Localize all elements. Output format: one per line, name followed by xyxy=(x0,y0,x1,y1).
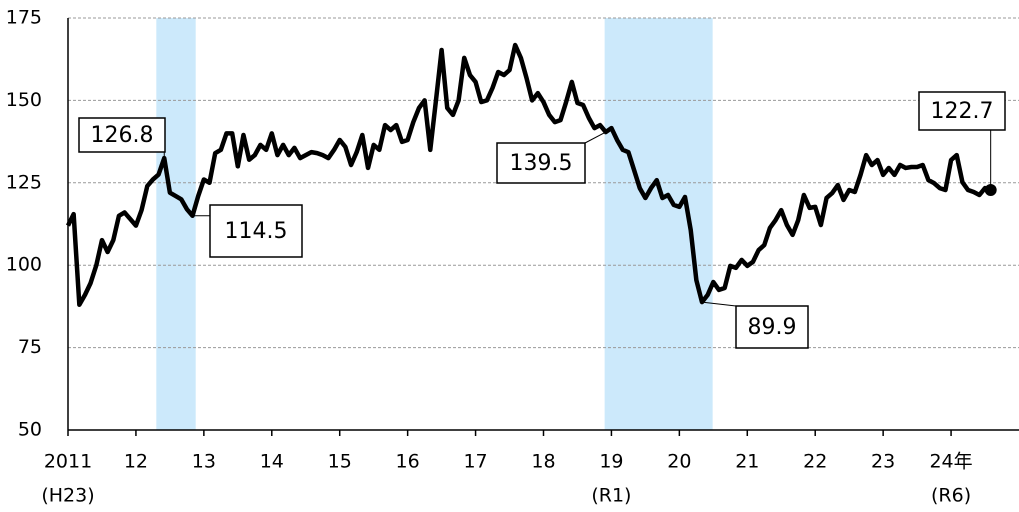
x-tick-label: 15 xyxy=(328,451,352,473)
x-tick-label: 24年 xyxy=(929,451,972,473)
x-sublabel: (H23) xyxy=(41,485,94,507)
annotation: 122.7 xyxy=(918,91,1006,191)
annotation: 114.5 xyxy=(192,204,303,258)
y-tick-label: 75 xyxy=(18,336,42,358)
annotation-box xyxy=(78,117,166,153)
annotation-label: 139.5 xyxy=(510,151,573,176)
annotation-leader xyxy=(701,301,737,307)
x-tick-label: 18 xyxy=(531,451,555,473)
x-tick-label: 21 xyxy=(735,451,759,473)
x-tick-label: 12 xyxy=(124,451,148,473)
x-tick-label: 2011 xyxy=(44,451,92,473)
annotation: 89.9 xyxy=(701,301,809,349)
annotation-box xyxy=(209,204,303,258)
annotation: 139.5 xyxy=(496,131,607,184)
y-tick-label: 100 xyxy=(6,254,42,276)
x-tick-label: 19 xyxy=(599,451,623,473)
x-tick-label: 20 xyxy=(667,451,691,473)
annotation-label: 126.8 xyxy=(91,123,154,148)
shaded-period xyxy=(604,18,713,430)
shaded-period xyxy=(156,18,196,430)
annotation-box xyxy=(735,305,809,349)
x-tick-label: 14 xyxy=(260,451,284,473)
annotation-label: 114.5 xyxy=(225,219,288,244)
x-tick-label: 17 xyxy=(463,451,487,473)
x-tick-label: 23 xyxy=(871,451,895,473)
annotation-leader xyxy=(584,131,607,144)
y-tick-label: 175 xyxy=(6,7,42,29)
x-sublabel: (R1) xyxy=(591,485,631,507)
annotation-label: 122.7 xyxy=(931,99,994,124)
x-tick-label: 22 xyxy=(803,451,827,473)
x-sublabel: (R6) xyxy=(931,485,971,507)
annotation: 126.8 xyxy=(78,117,166,159)
x-tick-label: 16 xyxy=(396,451,420,473)
x-tick-label: 13 xyxy=(192,451,216,473)
annotation-box xyxy=(496,142,586,184)
annotation-box xyxy=(918,91,1006,131)
y-tick-label: 50 xyxy=(18,419,42,441)
y-tick-label: 125 xyxy=(6,171,42,193)
annotation-label: 89.9 xyxy=(748,315,797,340)
data-line xyxy=(65,42,992,308)
y-tick-label: 150 xyxy=(6,89,42,111)
